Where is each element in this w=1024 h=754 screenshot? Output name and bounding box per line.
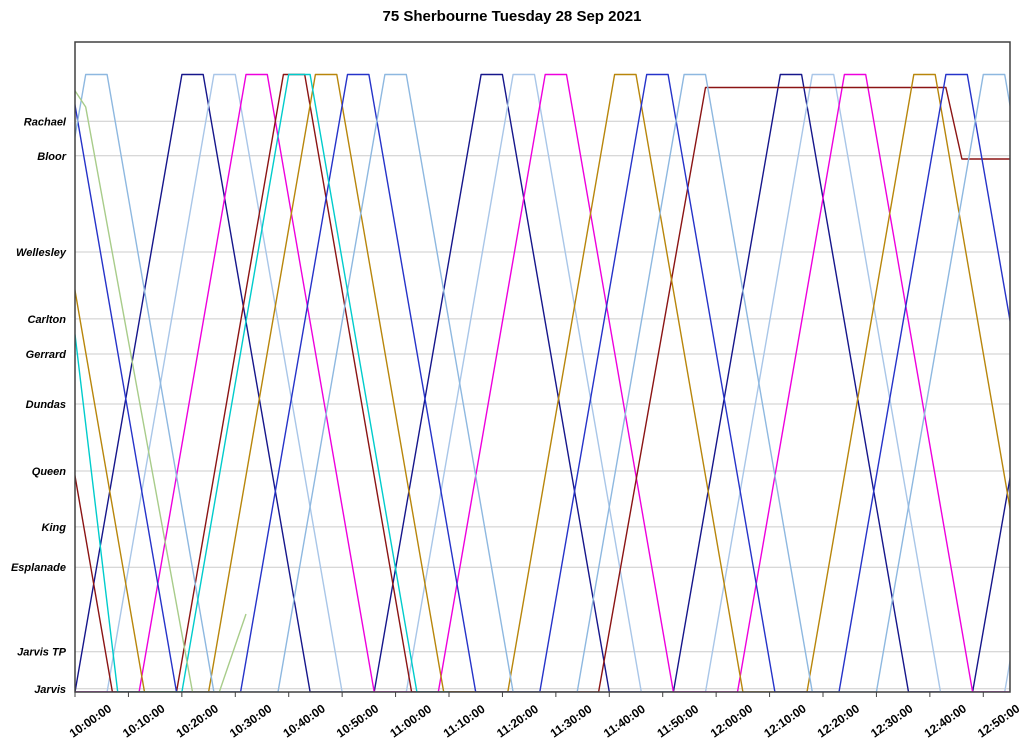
x-tick-label: 11:10:00 [441,702,488,741]
chart-title: 75 Sherbourne Tuesday 28 Sep 2021 [382,8,642,25]
station-label-gerrard: Gerrard [26,349,67,361]
x-tick-label: 12:00:00 [708,701,756,740]
station-label-rachael: Rachael [24,116,67,128]
series-line-vehicle-8 [75,73,449,692]
x-tick-label: 11:40:00 [601,702,648,741]
station-label-jarvis-tp: Jarvis TP [17,647,67,659]
x-tick-label: 12:20:00 [815,701,863,740]
series-line-vehicle-7 [75,73,1010,692]
series-line-vehicle-1 [75,73,1010,692]
station-label-bloor: Bloor [37,151,66,163]
x-tick-label: 11:50:00 [654,702,701,741]
series-line-vehicle-6 [75,73,1010,692]
station-label-wellesley: Wellesley [16,247,67,259]
station-label-esplanade: Esplanade [11,562,66,574]
series-line-vehicle-9 [75,89,247,692]
x-tick-label: 10:40:00 [280,701,328,740]
x-tick-label: 10:20:00 [174,701,222,740]
x-tick-label: 12:50:00 [975,701,1023,740]
station-label-queen: Queen [32,466,67,478]
x-tick-label: 12:10:00 [761,701,809,740]
station-label-dundas: Dundas [26,399,66,411]
station-label-carlton: Carlton [28,314,67,326]
station-label-jarvis: Jarvis [34,684,66,696]
x-tick-label: 10:50:00 [334,701,382,740]
plot-frame [74,41,1011,693]
x-tick-label: 12:30:00 [868,701,916,740]
x-tick-label: 10:30:00 [227,701,275,740]
x-tick-label: 12:40:00 [922,701,970,740]
series-line-vehicle-2 [75,73,1010,692]
x-tick-label: 10:00:00 [67,701,115,740]
series-line-vehicle-5 [75,73,1010,692]
x-tick-label: 11:00:00 [387,702,434,741]
series-line-vehicle-4 [75,73,1010,692]
series-line-vehicle-3 [75,73,1010,692]
x-tick-label: 10:10:00 [120,701,168,740]
station-label-king: King [42,522,67,534]
x-tick-label: 11:20:00 [494,702,541,741]
x-tick-label: 11:30:00 [548,702,595,741]
